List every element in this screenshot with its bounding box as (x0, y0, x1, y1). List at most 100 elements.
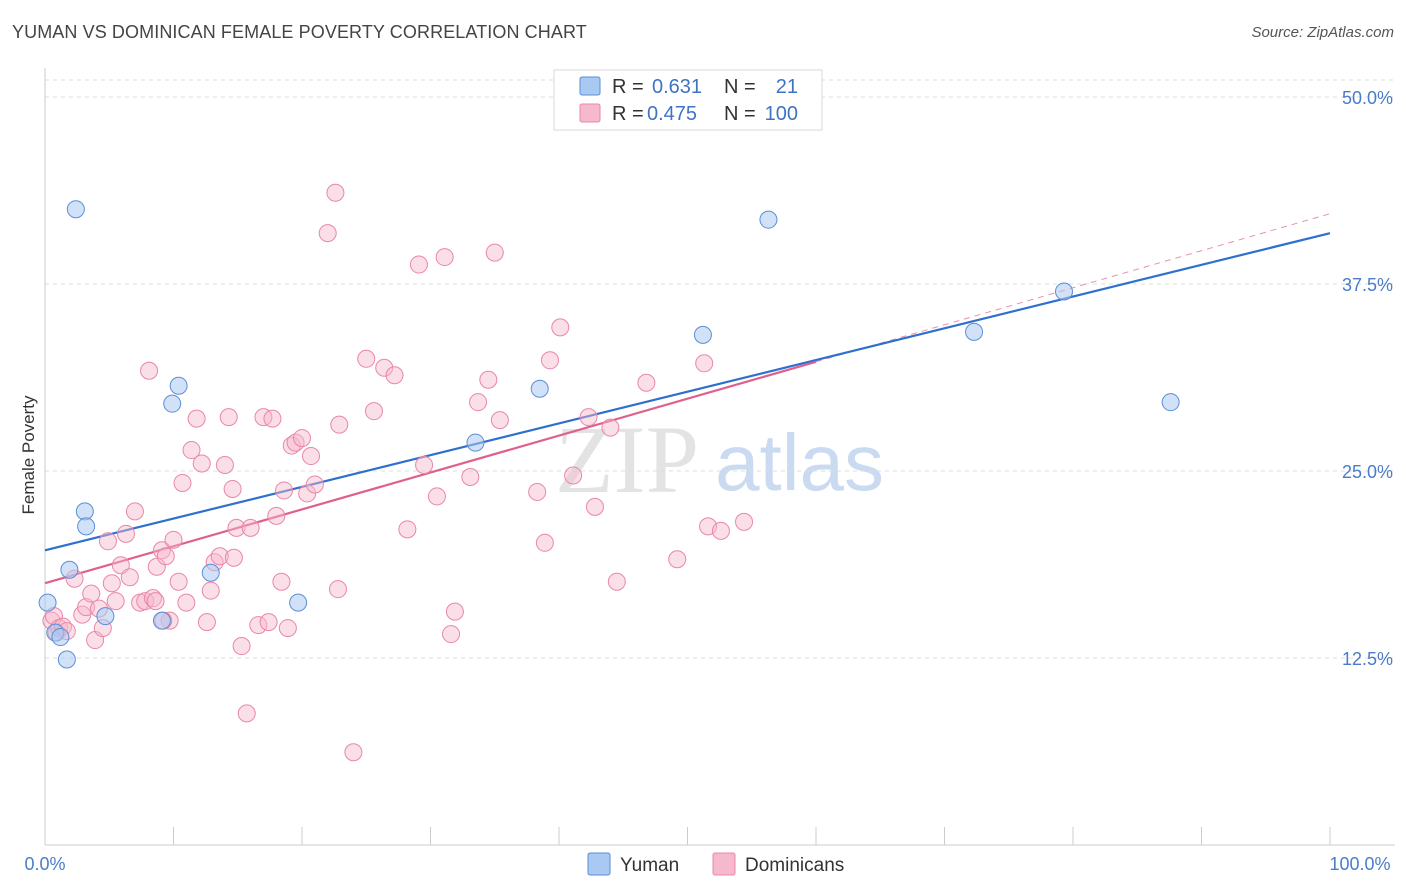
yuman-point (693, 325, 712, 344)
dominicans-point (585, 497, 604, 516)
dominicans-point (298, 484, 317, 503)
yuman-point (60, 560, 79, 579)
dominicans-point (344, 743, 363, 762)
dominicans-r-value: 0.475 (647, 103, 697, 125)
dominicans-point (328, 580, 347, 599)
yuman-point (152, 611, 171, 630)
x-tick-label-min: 0.0% (24, 854, 65, 874)
dominicans-point (102, 574, 121, 593)
dominicans-point (301, 447, 320, 466)
dominicans-point (461, 467, 480, 486)
dominicans-point (427, 487, 446, 506)
yuman-bottom-swatch (587, 852, 611, 876)
dominicans-point (607, 572, 626, 591)
dominicans-point (77, 598, 96, 617)
yuman-r-label: R = (612, 76, 644, 98)
yuman-point (66, 200, 85, 219)
dominicans-point (318, 224, 337, 243)
dominicans-point (146, 592, 165, 611)
dominicans-point (259, 613, 278, 632)
series-legend: Yuman Dominicans (587, 852, 844, 876)
dominicans-point (173, 473, 192, 492)
dominicans-point (140, 361, 159, 380)
dominicans-point (286, 433, 305, 452)
dominicans-point (357, 349, 376, 368)
yuman-bottom-label: Yuman (620, 855, 679, 876)
dominicans-point (364, 402, 383, 421)
dominicans-point (223, 479, 242, 498)
yuman-point (163, 394, 182, 413)
dominicans-point (201, 581, 220, 600)
grid-lines (45, 79, 1395, 659)
watermark-atlas: atlas (715, 418, 884, 507)
dominicans-point (224, 548, 243, 567)
dominicans-point (249, 616, 268, 635)
y-tick-label: 50.0% (1342, 88, 1393, 108)
dominicans-point (197, 613, 216, 632)
dominicans-trend-extension (815, 213, 1331, 363)
axes (44, 68, 1395, 846)
dominicans-point (275, 481, 294, 500)
dominicans-point (210, 547, 229, 566)
y-tick-label: 25.0% (1342, 462, 1393, 482)
dominicans-bottom-swatch (712, 852, 736, 876)
yuman-point (289, 593, 308, 612)
dominicans-point (398, 520, 417, 539)
chart-title: YUMAN VS DOMINICAN FEMALE POVERTY CORREL… (12, 22, 587, 42)
dominicans-point (442, 625, 461, 644)
dominicans-point (601, 418, 620, 437)
dominicans-point (232, 637, 251, 656)
x-tick-label-max: 100.0% (1329, 854, 1390, 874)
yuman-point (77, 517, 96, 536)
yuman-point (530, 379, 549, 398)
dominicans-bottom-label: Dominicans (745, 855, 844, 876)
dominicans-point (668, 550, 687, 569)
dominicans-point (82, 584, 101, 603)
dominicans-point (330, 415, 349, 434)
dominicans-point (385, 366, 404, 385)
stats-legend: R = 0.631 N = 21 R = 0.475 N = 100 (553, 69, 823, 131)
yuman-trend-line (44, 232, 1331, 552)
yuman-point (38, 593, 57, 612)
tick-labels: 12.5% 25.0% 37.5% 50.0% 0.0% 100.0% (24, 88, 1393, 874)
dominicans-point (579, 408, 598, 427)
dominicans-point (326, 183, 345, 202)
dominicans-point (143, 589, 162, 608)
dominicans-point (111, 556, 130, 575)
dominicans-point (445, 602, 464, 621)
yuman-point (51, 628, 70, 647)
dominicans-point (409, 255, 428, 274)
yuman-point (75, 502, 94, 521)
dominicans-n-value: 100 (765, 103, 798, 125)
dominicans-point (169, 572, 188, 591)
dominicans-point (263, 409, 282, 428)
dominicans-point (711, 521, 730, 540)
dominicans-point (215, 456, 234, 475)
dominicans-point (735, 512, 754, 531)
dominicans-point (415, 456, 434, 475)
source-label: Source: ZipAtlas.com (1251, 24, 1394, 41)
dominicans-point (237, 704, 256, 723)
dominicans-point (535, 533, 554, 552)
yuman-point (1161, 393, 1180, 412)
y-axis-label: Female Poverty (19, 395, 38, 515)
yuman-legend-swatch (579, 76, 601, 96)
yuman-point (57, 650, 76, 669)
yuman-points (38, 200, 1180, 669)
dominicans-point (120, 568, 139, 587)
dominicans-point (254, 408, 273, 427)
watermark-zip: ZIP (555, 406, 699, 513)
dominicans-point (551, 318, 570, 337)
yuman-point (96, 607, 115, 626)
y-tick-label: 37.5% (1342, 275, 1393, 295)
yuman-n-value: 21 (776, 76, 798, 98)
dominicans-point (227, 518, 246, 537)
dominicans-point (278, 619, 297, 638)
dominicans-n-label: N = (724, 103, 756, 125)
dominicans-point (695, 354, 714, 373)
dominicans-point (187, 409, 206, 428)
dominicans-trend-line (44, 360, 817, 585)
dominicans-point (485, 243, 504, 262)
dominicans-point (375, 358, 394, 377)
